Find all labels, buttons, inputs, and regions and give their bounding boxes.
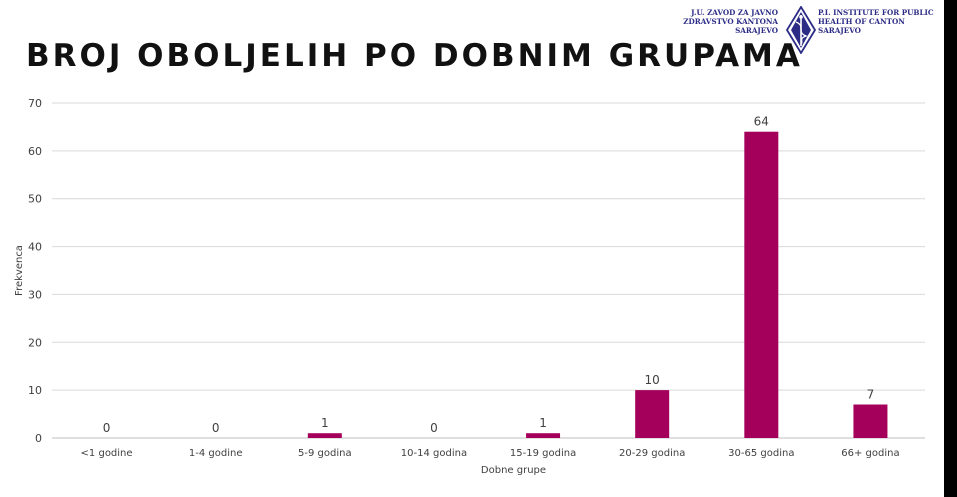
bar [853,404,888,438]
bar [307,433,342,438]
logo-text-english: P.I. INSTITUTE FOR PUBLIC HEALTH OF CANT… [818,8,938,35]
caduceus-diamond-icon [786,6,816,54]
bar-value-label: 0 [212,421,220,435]
bar-value-label: 0 [103,421,111,435]
x-tick-label: 15-19 godina [510,448,576,459]
logo-text-line: ZDRAVSTVO KANTONA [683,17,778,26]
bar-value-label: 64 [754,115,769,129]
y-tick-label: 40 [28,241,42,254]
y-tick-label: 10 [28,384,42,397]
x-tick-label: 5-9 godina [298,448,352,459]
y-tick-label: 60 [28,145,42,158]
bar-value-label: 7 [867,388,875,402]
x-tick-label: 66+ godina [841,448,899,459]
x-tick-label: 20-29 godina [619,448,685,459]
bar [744,131,779,438]
x-tick-label: <1 godine [81,448,133,459]
x-tick-label: 1-4 godine [189,448,243,459]
logo-text-line: P.I. INSTITUTE FOR PUBLIC [818,8,934,17]
logo-text-line: HEALTH OF CANTON [818,17,905,26]
y-tick-label: 50 [28,193,42,206]
bar-value-label: 0 [430,421,438,435]
bar [526,433,561,438]
x-axis-title: Dobne grupe [481,465,546,476]
institute-logo: J.U. ZAVOD ZA JAVNO ZDRAVSTVO KANTONA SA… [666,4,936,56]
y-tick-label: 30 [28,288,42,301]
bar [635,390,670,438]
bar-value-label: 10 [645,373,660,387]
logo-text-local: J.U. ZAVOD ZA JAVNO ZDRAVSTVO KANTONA SA… [638,8,778,35]
bar-value-label: 1 [539,416,547,430]
y-tick-label: 0 [35,432,42,445]
y-tick-label: 20 [28,336,42,349]
x-tick-label: 10-14 godina [401,448,467,459]
y-axis-title: Frekvenca [14,245,25,296]
bar-value-label: 1 [321,416,329,430]
x-tick-label: 30-65 godina [728,448,794,459]
logo-text-line: SARAJEVO [735,26,778,35]
y-tick-label: 70 [28,97,42,110]
slide-title: BROJ OBOLJELIH PO DOBNIM GRUPAMA [26,38,803,74]
logo-text-line: SARAJEVO [818,26,861,35]
window-edge [944,0,957,497]
logo-text-line: J.U. ZAVOD ZA JAVNO [691,8,778,17]
